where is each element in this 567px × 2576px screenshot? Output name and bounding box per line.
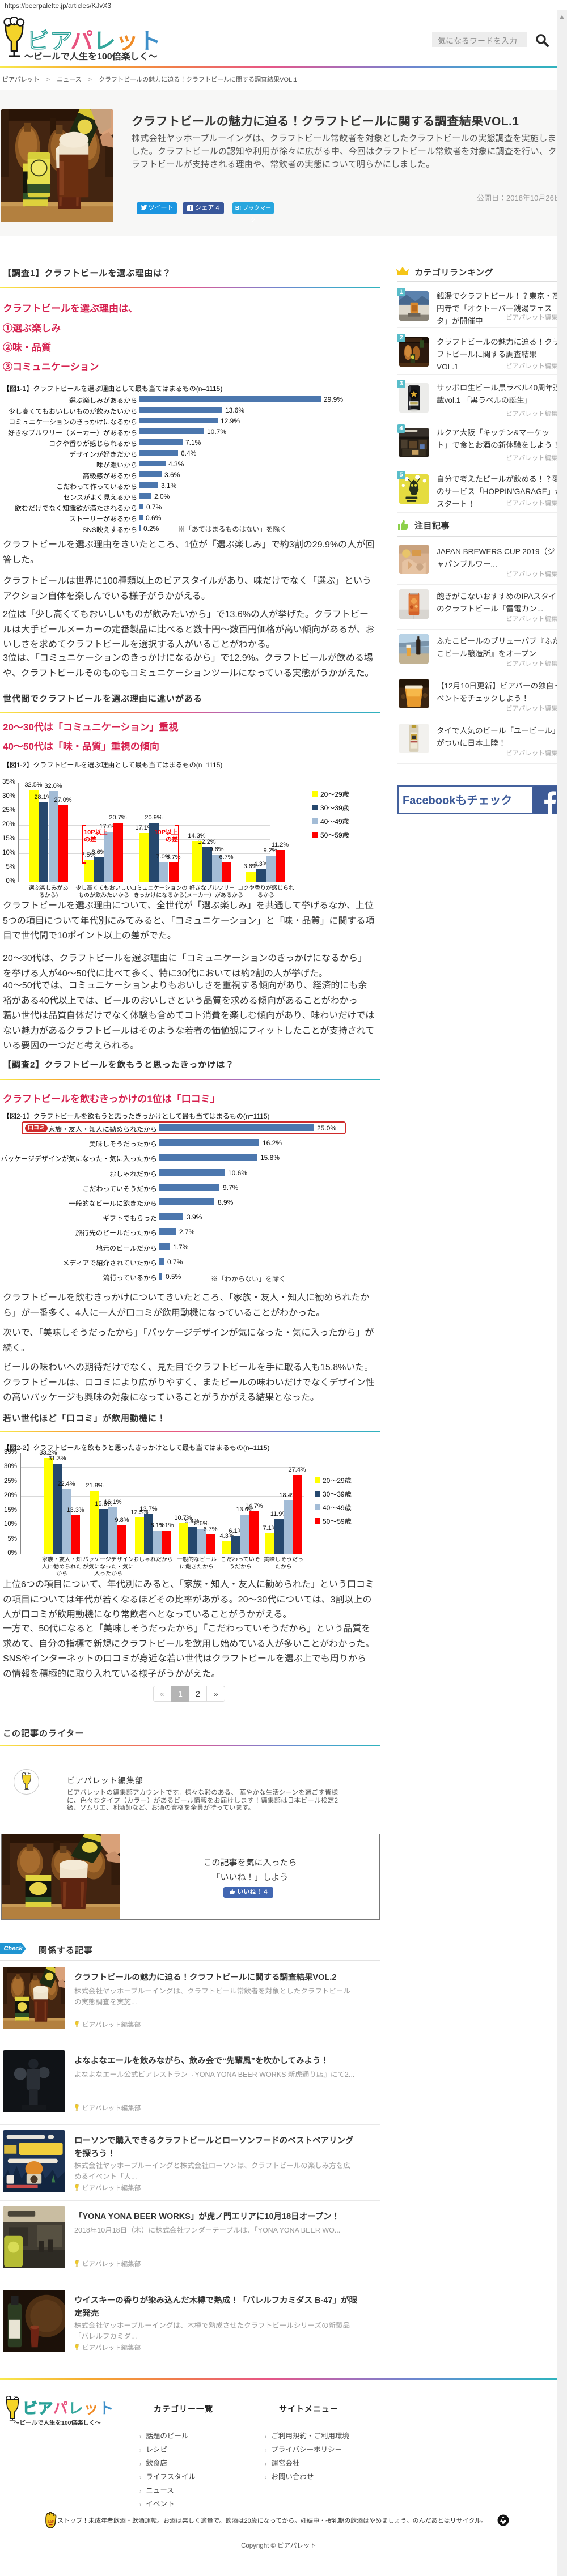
svg-text:STOP!: STOP! [48,2520,54,2522]
